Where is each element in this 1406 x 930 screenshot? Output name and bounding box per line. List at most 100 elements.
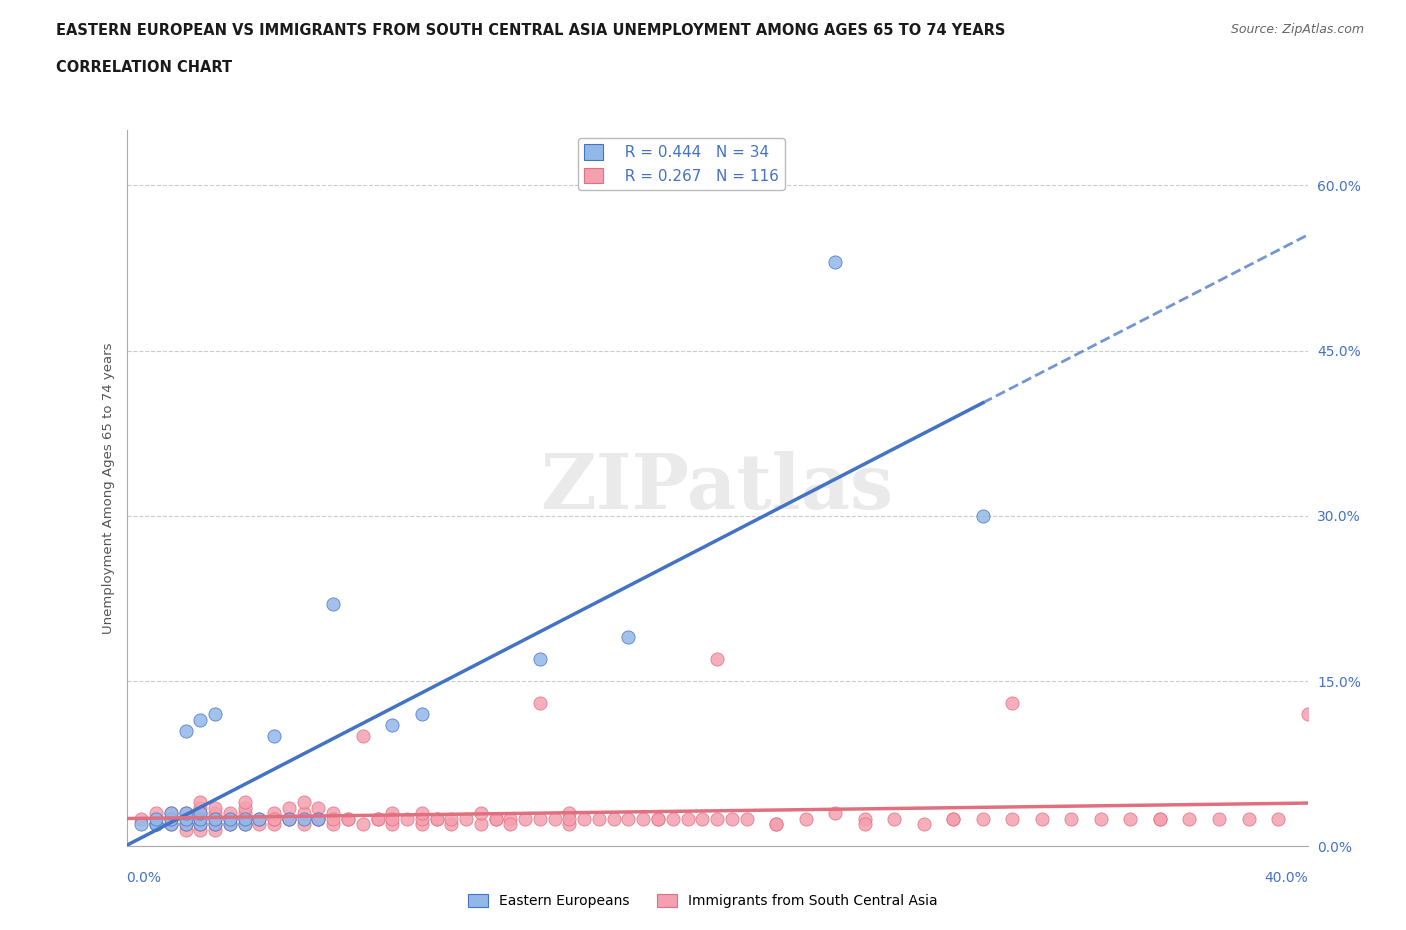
Point xyxy=(233,811,256,826)
Point xyxy=(765,817,787,831)
Point xyxy=(352,817,374,831)
Point xyxy=(233,817,256,831)
Point xyxy=(263,811,285,826)
Point xyxy=(574,811,596,826)
Text: EASTERN EUROPEAN VS IMMIGRANTS FROM SOUTH CENTRAL ASIA UNEMPLOYMENT AMONG AGES 6: EASTERN EUROPEAN VS IMMIGRANTS FROM SOUT… xyxy=(56,23,1005,38)
Point xyxy=(233,795,256,810)
Point xyxy=(529,696,551,711)
Point xyxy=(188,811,211,826)
Point xyxy=(1296,707,1319,722)
Point xyxy=(322,596,344,611)
Point xyxy=(1090,811,1112,826)
Point xyxy=(263,729,285,744)
Point xyxy=(278,801,301,816)
Point xyxy=(454,811,477,826)
Point xyxy=(706,652,728,667)
Point xyxy=(145,817,167,831)
Point xyxy=(188,805,211,820)
Point xyxy=(307,801,329,816)
Point xyxy=(942,811,965,826)
Point xyxy=(425,811,447,826)
Point xyxy=(174,805,197,820)
Point xyxy=(543,811,565,826)
Point xyxy=(631,811,654,826)
Point xyxy=(411,811,433,826)
Point xyxy=(1237,811,1260,826)
Point xyxy=(853,817,876,831)
Point xyxy=(159,817,183,831)
Point xyxy=(396,811,419,826)
Point xyxy=(661,811,683,826)
Point xyxy=(337,811,360,826)
Point xyxy=(204,811,226,826)
Point xyxy=(883,811,905,826)
Point xyxy=(411,707,433,722)
Point xyxy=(145,811,167,826)
Point xyxy=(174,811,197,826)
Point xyxy=(188,801,211,816)
Point xyxy=(233,811,256,826)
Point xyxy=(204,822,226,837)
Point xyxy=(263,805,285,820)
Point xyxy=(129,817,153,831)
Point xyxy=(440,817,463,831)
Point xyxy=(263,817,285,831)
Point xyxy=(529,811,551,826)
Point xyxy=(322,805,344,820)
Point xyxy=(515,811,537,826)
Point xyxy=(278,811,301,826)
Point xyxy=(1149,811,1171,826)
Text: 0.0%: 0.0% xyxy=(127,871,162,885)
Point xyxy=(233,817,256,831)
Point xyxy=(735,811,758,826)
Point xyxy=(174,805,197,820)
Point xyxy=(307,811,329,826)
Point xyxy=(558,805,581,820)
Point xyxy=(411,805,433,820)
Point xyxy=(174,817,197,831)
Point xyxy=(129,811,153,826)
Point xyxy=(558,817,581,831)
Legend: Eastern Europeans, Immigrants from South Central Asia: Eastern Europeans, Immigrants from South… xyxy=(463,888,943,914)
Point xyxy=(322,817,344,831)
Point xyxy=(292,811,315,826)
Legend:   R = 0.444   N = 34,   R = 0.267   N = 116: R = 0.444 N = 34, R = 0.267 N = 116 xyxy=(578,138,785,190)
Point xyxy=(824,255,846,270)
Point xyxy=(337,811,360,826)
Point xyxy=(529,652,551,667)
Point xyxy=(381,817,404,831)
Text: Source: ZipAtlas.com: Source: ZipAtlas.com xyxy=(1230,23,1364,36)
Point xyxy=(188,795,211,810)
Point xyxy=(204,805,226,820)
Point xyxy=(972,509,994,524)
Point xyxy=(307,811,329,826)
Point xyxy=(499,817,522,831)
Point xyxy=(765,817,787,831)
Point xyxy=(1208,811,1230,826)
Point xyxy=(263,811,285,826)
Point xyxy=(233,801,256,816)
Point xyxy=(247,811,270,826)
Point xyxy=(1149,811,1171,826)
Point xyxy=(470,805,492,820)
Point xyxy=(603,811,626,826)
Point xyxy=(1267,811,1289,826)
Point xyxy=(1031,811,1053,826)
Point xyxy=(1001,696,1024,711)
Text: 40.0%: 40.0% xyxy=(1264,871,1308,885)
Point xyxy=(411,817,433,831)
Point xyxy=(159,811,183,826)
Point xyxy=(278,811,301,826)
Point xyxy=(647,811,669,826)
Point xyxy=(381,811,404,826)
Point xyxy=(381,805,404,820)
Point xyxy=(484,811,508,826)
Point xyxy=(204,817,226,831)
Point xyxy=(174,817,197,831)
Point xyxy=(247,817,270,831)
Point xyxy=(188,712,211,727)
Point xyxy=(174,811,197,826)
Point xyxy=(352,729,374,744)
Point xyxy=(720,811,742,826)
Y-axis label: Unemployment Among Ages 65 to 74 years: Unemployment Among Ages 65 to 74 years xyxy=(103,342,115,634)
